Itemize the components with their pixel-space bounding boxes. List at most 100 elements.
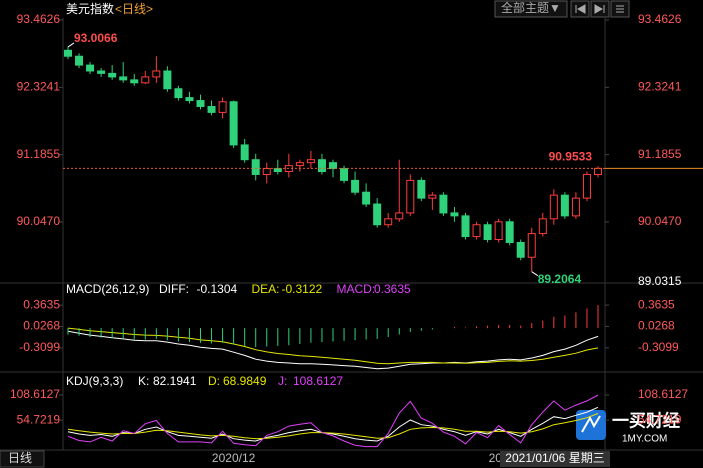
low-label: 89.2064 bbox=[538, 272, 582, 286]
y-tick-label: 91.1855 bbox=[638, 147, 682, 161]
candle-body bbox=[373, 203, 382, 226]
indicator-line bbox=[67, 406, 599, 442]
candle-body bbox=[594, 167, 602, 175]
candle-body bbox=[505, 221, 514, 243]
candle-body bbox=[306, 159, 315, 164]
high-label: 93.0066 bbox=[74, 31, 118, 45]
candle-body bbox=[174, 88, 183, 99]
period-tab[interactable] bbox=[0, 450, 45, 468]
candle-body bbox=[472, 224, 481, 238]
candle-body bbox=[163, 70, 172, 90]
legend-text: -0.1304 bbox=[197, 282, 238, 296]
period-tab-label[interactable]: 日线 bbox=[8, 451, 32, 465]
y-tick-label: 108.6127 bbox=[10, 387, 60, 401]
candle-body bbox=[439, 194, 448, 214]
y-tick-label: 92.3241 bbox=[17, 79, 61, 93]
candle-body bbox=[527, 233, 536, 258]
y-tick-label: 90.0470 bbox=[17, 214, 61, 228]
high-pointer bbox=[67, 42, 75, 48]
candle-body bbox=[538, 218, 547, 235]
candle-body bbox=[295, 162, 304, 167]
candle-body bbox=[229, 101, 238, 146]
legend-text: 68.9849 bbox=[223, 374, 267, 388]
theme-button-label[interactable]: 全部主题▼ bbox=[501, 0, 561, 15]
y-tick-label: 92.3241 bbox=[638, 79, 682, 93]
candle-body bbox=[152, 70, 161, 78]
candle-body bbox=[218, 101, 227, 113]
y-tick-label: 93.4626 bbox=[638, 12, 682, 26]
legend-text: -0.3122 bbox=[282, 282, 323, 296]
indicator-line bbox=[67, 330, 599, 370]
candle-body bbox=[97, 70, 106, 74]
legend-text: 0.3635 bbox=[374, 282, 411, 296]
y-tick-label: 91.1855 bbox=[17, 147, 61, 161]
theme-button[interactable] bbox=[494, 0, 568, 18]
candle-body bbox=[141, 76, 150, 84]
y-tick-label: 93.4626 bbox=[17, 12, 61, 26]
legend-text: MACD: bbox=[337, 282, 376, 296]
y-tick-label: 90.0470 bbox=[638, 214, 682, 228]
candle-body bbox=[582, 173, 591, 199]
legend-text: DIFF: bbox=[159, 282, 189, 296]
candle-body bbox=[262, 168, 271, 175]
x-tick-label: 2020/12 bbox=[212, 451, 256, 465]
logo-text: 一买财经 bbox=[612, 410, 680, 430]
y-tick-label: 54.7219 bbox=[638, 412, 682, 426]
y-tick-label: 0.3635 bbox=[23, 297, 60, 311]
candle-body bbox=[86, 64, 95, 72]
candle-body bbox=[75, 55, 84, 66]
legend-text: 82.1941 bbox=[153, 374, 197, 388]
y-tick-label: 0.0268 bbox=[23, 319, 60, 333]
y-tick-label: 0.0268 bbox=[638, 319, 675, 333]
candle-body bbox=[351, 179, 360, 193]
logo-glyph bbox=[581, 415, 601, 433]
legend-text: J: bbox=[278, 374, 287, 388]
legend-text: MACD(26,12,9) bbox=[66, 282, 149, 296]
candle-body bbox=[384, 218, 393, 226]
candle-body bbox=[130, 79, 139, 84]
candle-body bbox=[240, 144, 249, 161]
candle-body bbox=[340, 168, 349, 181]
legend-text: KDJ(9,3,3) bbox=[66, 374, 123, 388]
candle-body bbox=[549, 194, 558, 220]
candle-body bbox=[450, 212, 459, 217]
candle-body bbox=[251, 159, 260, 175]
crosshair-date-box bbox=[500, 451, 610, 467]
candle-body bbox=[185, 97, 194, 102]
y-tick-label: 0.3635 bbox=[638, 297, 675, 311]
icon bbox=[575, 4, 586, 14]
candle-body bbox=[207, 105, 216, 113]
candle-body bbox=[108, 72, 117, 78]
candle-body bbox=[273, 168, 282, 173]
crosshair-date: 2021/01/06 星期三 bbox=[505, 451, 604, 465]
low-pointer bbox=[531, 271, 539, 277]
y-tick-label: -0.3099 bbox=[638, 340, 679, 354]
legend-text: K: bbox=[138, 374, 149, 388]
candle-body bbox=[196, 100, 205, 107]
indicator-line bbox=[67, 394, 599, 448]
candle-body bbox=[516, 241, 525, 258]
candle-body bbox=[483, 224, 492, 241]
candle-body bbox=[406, 179, 415, 214]
candle-body bbox=[119, 76, 128, 81]
candle-body bbox=[317, 159, 326, 173]
candle-body bbox=[417, 179, 426, 199]
y-tick-label: 108.6127 bbox=[638, 387, 688, 401]
indicator-line bbox=[67, 413, 599, 440]
last-price-label: 90.9533 bbox=[549, 150, 593, 164]
icon bbox=[616, 5, 624, 13]
logo-icon bbox=[576, 410, 606, 440]
candle-body bbox=[571, 197, 580, 217]
y-tick-label: 54.7219 bbox=[17, 412, 61, 426]
candle-body bbox=[428, 194, 437, 199]
legend-text: 108.6127 bbox=[293, 374, 343, 388]
legend-text: D: bbox=[208, 374, 220, 388]
legend-text: DEA: bbox=[252, 282, 280, 296]
period-label: <日线> bbox=[115, 2, 153, 16]
icon bbox=[594, 4, 605, 14]
candle-body bbox=[329, 162, 337, 170]
logo-subtext: 1MY.COM bbox=[622, 434, 667, 445]
candle-body bbox=[461, 215, 470, 238]
